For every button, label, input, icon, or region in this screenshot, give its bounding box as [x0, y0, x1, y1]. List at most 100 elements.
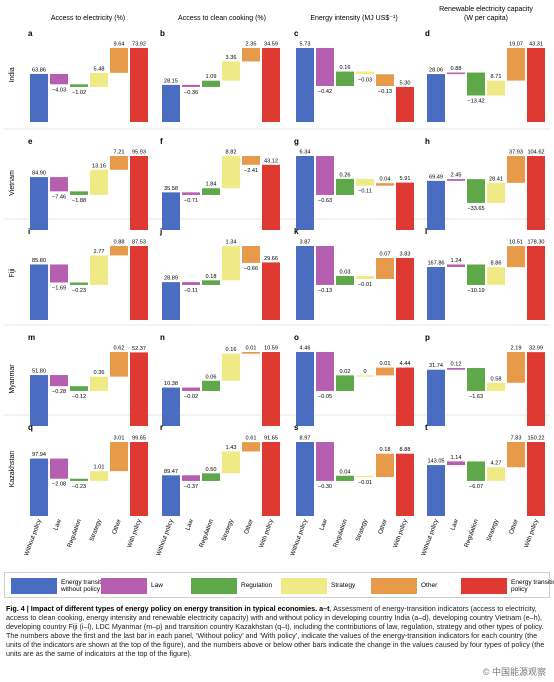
- data-label-g-law: −0.63: [318, 198, 332, 204]
- data-label-l-other: 10.51: [509, 240, 523, 246]
- bar-n-without-policy: [162, 387, 180, 426]
- legend-swatch-without-policy: [11, 578, 57, 594]
- watermark: © 中国能源观察: [482, 667, 546, 677]
- data-label-e-strategy: 13.16: [92, 163, 106, 169]
- data-label-f-strategy: 8.82: [226, 150, 237, 156]
- data-label-f-other: −2.41: [244, 168, 258, 174]
- bar-c-regulation: [336, 71, 354, 87]
- caption-body: , Assessment of energy-transition indica…: [6, 604, 545, 659]
- bar-i-strategy: [90, 255, 108, 285]
- panel-letter-b: b: [160, 29, 165, 38]
- bar-e-strategy: [90, 169, 108, 195]
- bar-c-with-policy: [396, 86, 414, 122]
- bar-t-strategy: [487, 467, 505, 481]
- data-label-a-strategy: 5.48: [94, 66, 105, 72]
- data-label-g-other: 0.04: [380, 177, 391, 183]
- tick-label-col3-with-policy: With policy: [392, 517, 409, 548]
- data-label-p-regulation: −1.63: [469, 394, 483, 400]
- panel-letter-f: f: [160, 137, 163, 146]
- bar-c-other: [376, 74, 394, 87]
- legend: Energy transition without policy Law Reg…: [4, 572, 554, 598]
- bar-l-law: [447, 264, 465, 267]
- data-label-r-without-policy: 89.47: [164, 469, 178, 475]
- bar-b-with-policy: [262, 48, 280, 122]
- data-label-b-regulation: 1.09: [206, 74, 217, 80]
- bar-f-regulation: [202, 188, 220, 195]
- bar-k-other: [376, 257, 394, 279]
- bar-q-with-policy: [130, 442, 148, 516]
- legend-swatch-regulation: [191, 578, 237, 594]
- bar-a-with-policy: [130, 48, 148, 123]
- data-label-d-without-policy: 28.06: [429, 68, 443, 74]
- bar-f-law: [182, 192, 200, 195]
- bar-e-regulation: [70, 191, 88, 195]
- tick-label-col2-with-policy: With policy: [258, 517, 275, 548]
- bar-o-strategy: [356, 375, 374, 377]
- panel-letter-q: q: [28, 423, 33, 432]
- data-label-h-without-policy: 69.49: [429, 174, 443, 180]
- tick-label-col3-without-policy: Without policy: [289, 517, 309, 556]
- data-label-d-law: 0.88: [451, 66, 462, 72]
- tick-label-col2-other: Other: [243, 518, 255, 535]
- data-label-g-without-policy: 6.34: [300, 150, 311, 156]
- bar-a-regulation: [70, 84, 88, 87]
- bar-j-with-policy: [262, 262, 280, 320]
- data-label-r-strategy: 1.43: [226, 445, 237, 451]
- data-label-s-without-policy: 8.97: [300, 436, 311, 442]
- data-label-o-other: 0.01: [380, 361, 391, 367]
- data-label-c-without-policy: 5.73: [300, 42, 311, 48]
- bar-n-other: [242, 352, 260, 354]
- data-label-l-strategy: 8.86: [491, 261, 502, 267]
- bar-j-other: [242, 246, 260, 263]
- data-label-o-strategy: 0: [363, 369, 366, 375]
- data-label-t-regulation: −6.07: [469, 484, 483, 490]
- data-label-t-with-policy: 150.22: [527, 436, 544, 442]
- data-label-b-other: 2.35: [246, 42, 257, 48]
- bar-j-regulation: [202, 280, 220, 285]
- data-label-m-other: 0.62: [114, 346, 125, 352]
- bar-h-without-policy: [427, 180, 445, 230]
- bar-l-without-policy: [427, 266, 445, 320]
- data-label-e-law: −7.46: [52, 194, 66, 200]
- tick-label-col3-law: Law: [318, 518, 329, 532]
- bar-b-law: [182, 84, 200, 87]
- data-label-p-law: 0.12: [451, 362, 462, 368]
- bar-f-strategy: [222, 156, 240, 189]
- bar-s-strategy: [356, 475, 374, 478]
- bar-r-without-policy: [162, 475, 180, 516]
- bar-q-law: [50, 458, 68, 479]
- legend-swatch-strategy: [281, 578, 327, 594]
- bar-o-law: [316, 352, 334, 391]
- data-label-b-law: −0.36: [184, 90, 198, 96]
- bar-s-without-policy: [296, 442, 314, 516]
- data-label-o-regulation: 0.02: [340, 369, 351, 375]
- tick-label-col1-law: Law: [52, 518, 63, 532]
- column-title-2: Access to clean cooking (%): [178, 15, 266, 22]
- data-label-r-other: 0.61: [246, 436, 257, 442]
- bar-p-without-policy: [427, 369, 445, 426]
- bar-p-other: [507, 352, 525, 383]
- country-label-india: India: [9, 67, 16, 82]
- bar-r-law: [182, 475, 200, 481]
- bar-r-other: [242, 442, 260, 452]
- data-label-s-law: −0.30: [318, 484, 332, 490]
- country-label-fiji: Fiji: [9, 268, 16, 277]
- bar-a-other: [110, 48, 128, 73]
- data-label-p-other: 2.19: [511, 346, 522, 352]
- data-label-q-regulation: −0.23: [72, 484, 86, 490]
- bar-l-other: [507, 246, 525, 268]
- data-label-i-with-policy: 87.53: [132, 240, 146, 246]
- data-label-c-with-policy: 5.30: [400, 80, 411, 86]
- data-label-k-without-policy: 3.87: [300, 240, 311, 246]
- data-label-b-with-policy: 34.59: [264, 42, 278, 48]
- data-label-q-strategy: 1.01: [94, 465, 105, 471]
- bar-o-regulation: [336, 375, 354, 391]
- data-label-q-law: −2.08: [52, 482, 66, 488]
- data-label-l-regulation: −10.19: [467, 288, 484, 294]
- bar-i-without-policy: [30, 264, 48, 320]
- bar-g-with-policy: [396, 182, 414, 230]
- tick-label-col2-law: Law: [184, 518, 195, 532]
- data-label-p-with-policy: 32.99: [529, 346, 543, 352]
- bar-g-other: [376, 183, 394, 186]
- bar-a-law: [50, 73, 68, 85]
